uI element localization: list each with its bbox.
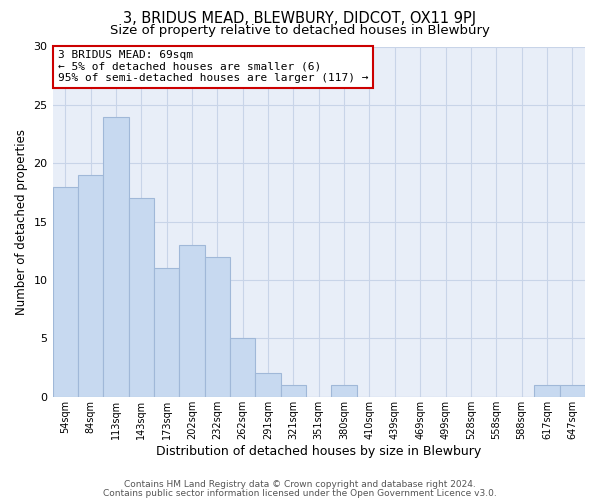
Y-axis label: Number of detached properties: Number of detached properties xyxy=(15,128,28,314)
Bar xyxy=(179,245,205,397)
Bar xyxy=(103,116,128,397)
Bar xyxy=(205,256,230,397)
Bar xyxy=(128,198,154,397)
Text: 3 BRIDUS MEAD: 69sqm
← 5% of detached houses are smaller (6)
95% of semi-detache: 3 BRIDUS MEAD: 69sqm ← 5% of detached ho… xyxy=(58,50,368,83)
Bar xyxy=(53,186,78,397)
Bar xyxy=(256,374,281,397)
Text: 3, BRIDUS MEAD, BLEWBURY, DIDCOT, OX11 9PJ: 3, BRIDUS MEAD, BLEWBURY, DIDCOT, OX11 9… xyxy=(124,11,476,26)
Bar xyxy=(534,385,560,397)
Bar xyxy=(230,338,256,397)
Bar xyxy=(154,268,179,397)
Text: Contains public sector information licensed under the Open Government Licence v3: Contains public sector information licen… xyxy=(103,489,497,498)
Text: Size of property relative to detached houses in Blewbury: Size of property relative to detached ho… xyxy=(110,24,490,37)
Bar xyxy=(560,385,585,397)
Bar xyxy=(281,385,306,397)
X-axis label: Distribution of detached houses by size in Blewbury: Distribution of detached houses by size … xyxy=(156,444,481,458)
Bar xyxy=(78,175,103,397)
Bar xyxy=(331,385,357,397)
Text: Contains HM Land Registry data © Crown copyright and database right 2024.: Contains HM Land Registry data © Crown c… xyxy=(124,480,476,489)
